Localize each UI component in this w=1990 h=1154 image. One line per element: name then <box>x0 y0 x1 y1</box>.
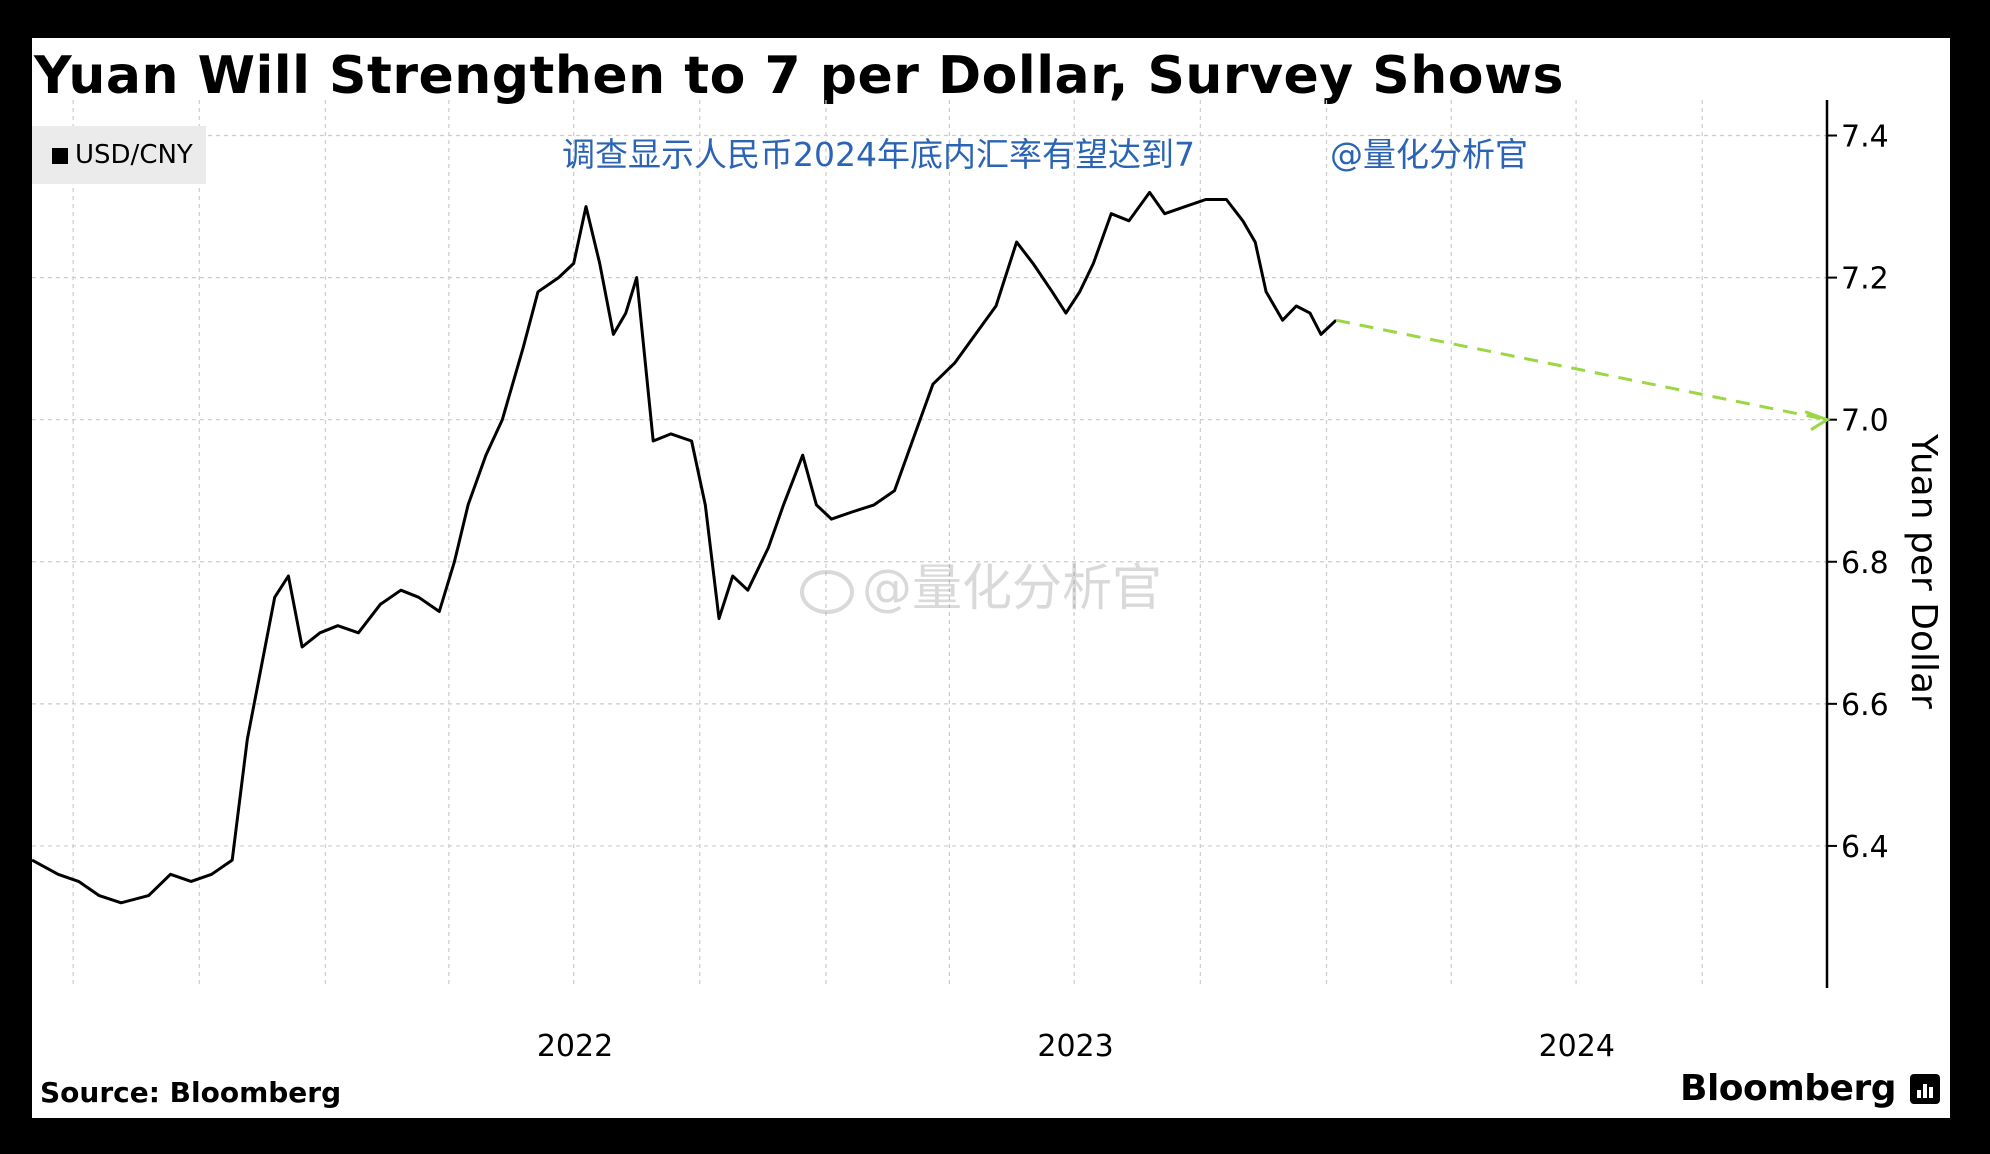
annotation-handle: @量化分析官 <box>1330 135 1528 174</box>
terminal-icon <box>1910 1074 1940 1104</box>
source-note: Source: Bloomberg <box>40 1076 342 1109</box>
x-tick-label: 2024 <box>1539 1029 1615 1064</box>
brand-logo: Bloomberg <box>1680 1068 1896 1109</box>
watermark: @量化分析官 <box>800 548 1162 620</box>
x-tick-label: 2023 <box>1037 1029 1113 1064</box>
y-tick-label: 7.0 <box>1841 404 1889 439</box>
x-tick-label: 2022 <box>537 1029 613 1064</box>
y-tick-label: 6.6 <box>1841 688 1889 723</box>
watermark-text: @量化分析官 <box>862 559 1162 617</box>
forecast-line <box>1335 318 1828 422</box>
legend: USD/CNY <box>32 126 206 184</box>
weibo-icon <box>800 569 854 614</box>
line-chart: 6.4 6.6 6.8 7.0 7.2 7.4 Yuan per Dollar 2022 202… <box>32 100 1944 1064</box>
chart-title: Yuan Will Strengthen to 7 per Dollar, Su… <box>34 46 1564 106</box>
usdcny-line <box>32 190 1338 905</box>
legend-label: USD/CNY <box>75 140 193 170</box>
legend-swatch <box>52 148 68 164</box>
y-tick-label: 7.2 <box>1841 262 1889 297</box>
chart-panel: Yuan Will Strengthen to 7 per Dollar, Su… <box>32 38 1950 1118</box>
chinese-annotation: 调查显示人民币2024年底内汇率有望达到7 <box>562 135 1195 174</box>
y-axis-title: Yuan per Dollar <box>1903 433 1944 709</box>
y-tick-label: 6.8 <box>1841 546 1889 581</box>
forecast-arrowhead <box>1804 410 1831 431</box>
y-tick-label: 6.4 <box>1841 830 1889 865</box>
y-tick-label: 7.4 <box>1841 120 1889 155</box>
